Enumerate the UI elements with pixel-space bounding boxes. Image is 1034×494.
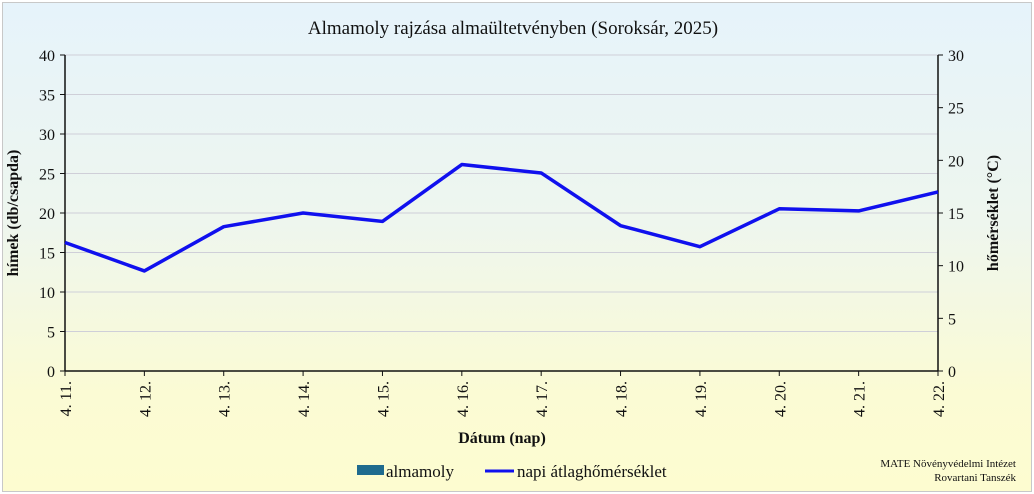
credit-line-1: MATE Növényvédelmi Intézet xyxy=(880,458,1016,470)
y2-axis-label: hőmérséklet (°C) xyxy=(985,155,1002,271)
x-tick-label: 4. 12. xyxy=(137,381,154,417)
x-axis-label: Dátum (nap) xyxy=(458,430,546,447)
temperature-line xyxy=(64,162,939,273)
chart-title: Almamoly rajzása almaültetvényben (Sorok… xyxy=(308,18,718,39)
x-tick-label: 4. 15. xyxy=(375,381,392,417)
x-tick-label: 4. 14. xyxy=(296,381,313,417)
y2-tick-label: 20 xyxy=(948,153,964,170)
y-tick-label: 35 xyxy=(39,88,55,105)
x-tick-label: 4. 22. xyxy=(931,381,948,417)
x-tick-label: 4. 19. xyxy=(693,381,710,417)
y2-tick-label: 5 xyxy=(948,311,956,328)
y2-tick-label: 30 xyxy=(948,48,964,65)
y-tick-label: 15 xyxy=(39,246,55,263)
credit-line-2: Rovartani Tanszék xyxy=(934,472,1016,484)
y-tick-label: 25 xyxy=(39,167,55,184)
y-tick-label: 0 xyxy=(47,364,55,381)
x-tick-label: 4. 17. xyxy=(534,381,551,417)
legend-label-almamoly: almamoly xyxy=(386,462,454,481)
x-tick-label: 4. 18. xyxy=(614,381,631,417)
y-tick-label: 30 xyxy=(39,127,55,144)
legend-swatch-almamoly xyxy=(357,465,384,475)
y-tick-label: 40 xyxy=(39,48,55,65)
y2-tick-label: 10 xyxy=(948,259,964,276)
legend-label-temperature: napi átlaghőmérséklet xyxy=(517,462,667,481)
y2-tick-label: 0 xyxy=(948,364,956,381)
y2-tick-label: 15 xyxy=(948,206,964,223)
y-tick-label: 10 xyxy=(39,285,55,302)
x-tick-label: 4. 13. xyxy=(217,381,234,417)
x-tick-label: 4. 11. xyxy=(58,381,75,416)
y-axis-label: hímek (db/csapda) xyxy=(5,150,22,277)
x-tick-label: 4. 16. xyxy=(455,381,472,417)
y-tick-label: 5 xyxy=(47,325,55,342)
y-tick-label: 20 xyxy=(39,206,55,223)
x-tick-label: 4. 20. xyxy=(772,381,789,417)
x-tick-label: 4. 21. xyxy=(852,381,869,417)
legend: almamoly napi átlaghőmérséklet xyxy=(357,462,667,481)
y2-tick-label: 25 xyxy=(948,101,964,118)
